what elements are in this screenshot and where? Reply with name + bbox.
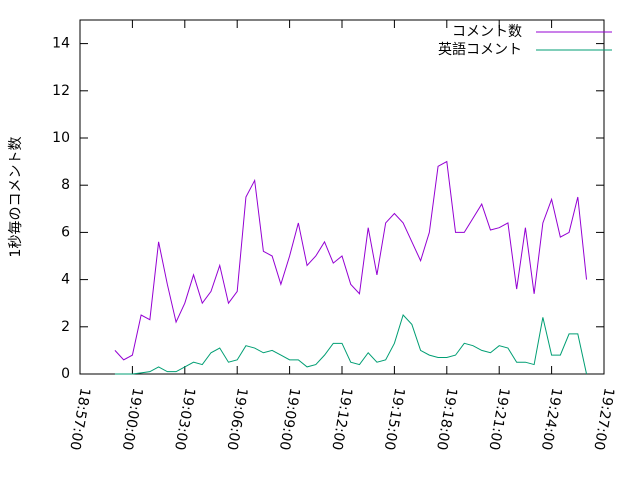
x-tick-label: 19:27:00 <box>590 387 617 452</box>
series-line <box>114 160 588 361</box>
x-tick-label: 19:21:00 <box>485 387 512 452</box>
x-tick-label: 19:24:00 <box>538 387 565 452</box>
x-tick-label: 19:03:00 <box>171 387 198 452</box>
x-tick-label: 19:15:00 <box>381 387 408 452</box>
y-tick-label: 12 <box>52 83 70 99</box>
x-tick-label: 18:57:00 <box>66 387 93 452</box>
y-tick-label: 10 <box>52 130 70 146</box>
plot-frame <box>79 19 605 375</box>
legend-label: コメント数 <box>452 24 522 40</box>
x-tick-label: 19:09:00 <box>276 387 303 452</box>
series-line <box>114 314 588 375</box>
y-tick-label: 4 <box>61 272 70 288</box>
y-tick-label: 2 <box>61 319 70 335</box>
y-axis-label: 1秒毎のコメント数 <box>8 137 24 258</box>
x-tick-label: 19:00:00 <box>119 387 146 452</box>
x-tick-label: 19:12:00 <box>328 387 355 452</box>
legend-label: 英語コメント <box>438 41 522 58</box>
y-tick-label: 8 <box>61 177 70 193</box>
x-tick-label: 19:18:00 <box>433 387 460 452</box>
y-tick-label: 6 <box>61 224 70 240</box>
y-tick-label: 14 <box>52 36 70 52</box>
x-tick-label: 19:06:00 <box>223 387 250 452</box>
y-tick-label: 0 <box>61 366 70 382</box>
